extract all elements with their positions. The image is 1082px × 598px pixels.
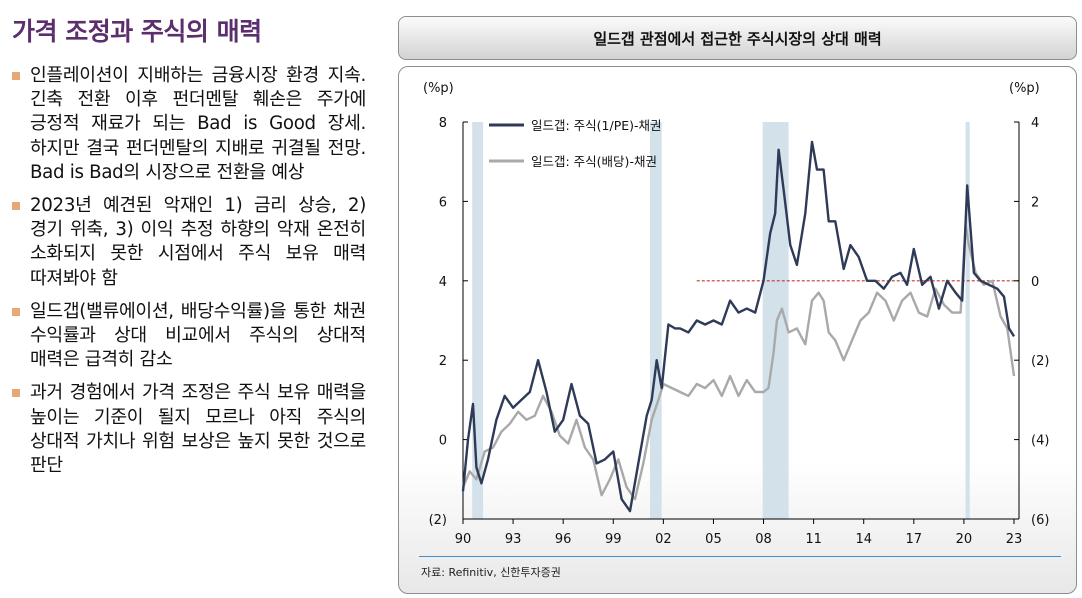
y-right-unit: (%p) [1009,81,1040,96]
square-bullet-icon [12,72,20,80]
x-tick-label: 02 [655,532,672,547]
left-text-panel: 가격 조정과 주식의 매력 인플레이션이 지배하는 금융시장 환경 지속. 긴축… [0,0,385,598]
x-tick-label: 05 [705,532,722,547]
square-bullet-icon [12,307,20,316]
bullet-item: 2023년 예견된 악재인 1) 금리 상승, 2) 경기 위축, 3) 이익 … [10,194,366,291]
x-tick-label: 96 [555,532,572,547]
square-bullet-icon [12,389,20,398]
legend-label: 일드갭: 주식(배당)-채권 [531,154,657,169]
y-right-tick-label: (6) [1031,513,1049,528]
recession-band [472,122,484,519]
page-title: 가격 조정과 주식의 매력 [12,17,262,46]
x-tick-label: 17 [906,532,923,547]
x-tick-label: 08 [755,532,772,547]
chart-title: 일드갭 관점에서 접근한 주식시장의 상대 매력 [398,16,1077,60]
y-right-tick-label: (4) [1031,434,1049,449]
y-left-tick-label: 2 [439,354,447,369]
x-tick-label: 11 [805,532,822,547]
bullet-item: 일드갭(밸류에이션, 배당수익률)을 통한 채권 수익률과 상대 비교에서 주식… [10,300,366,373]
bullet-text: 과거 경험에서 가격 조정은 주식 보유 매력을 높이는 기준이 될지 모르나 … [30,382,366,477]
recession-band [650,122,662,519]
series-line-pe [461,140,1016,513]
bullet-text: 일드갭(밸류에이션, 배당수익률)을 통한 채권 수익률과 상대 비교에서 주식… [30,300,366,371]
y-left-tick-label: 4 [439,275,447,290]
x-tick-label: 20 [956,532,973,547]
y-right-tick-label: 2 [1031,195,1039,210]
y-right-tick-label: 0 [1031,275,1039,290]
bullet-text: 2023년 예견된 악재인 1) 금리 상승, 2) 경기 위축, 3) 이익 … [30,195,366,289]
source-note: 자료: Refinitiv, 신한투자증권 [421,566,561,579]
y-left-tick-label: (2) [429,513,447,528]
bullet-list: 인플레이션이 지배하는 금융시장 환경 지속. 긴축 전환 이후 펀더멘탈 훼손… [10,64,366,487]
x-tick-label: 90 [455,532,472,547]
source-divider [419,556,1061,557]
series-line-dividend [461,223,1016,501]
y-left-tick-label: 0 [439,434,447,449]
recession-band [965,122,970,519]
bullet-item: 과거 경험에서 가격 조정은 주식 보유 매력을 높이는 기준이 될지 모르나 … [10,381,366,478]
y-right-tick-label: (2) [1031,354,1049,369]
square-bullet-icon [12,202,20,211]
y-left-unit: (%p) [423,81,454,96]
y-left-tick-label: 8 [439,116,447,131]
bullet-item: 인플레이션이 지배하는 금융시장 환경 지속. 긴축 전환 이후 펀더멘탈 훼손… [10,64,366,185]
x-tick-label: 99 [605,532,622,547]
legend-label: 일드갭: 주식(1/PE)-채권 [531,118,662,133]
y-right-tick-label: 4 [1031,116,1039,131]
x-tick-label: 14 [855,532,872,547]
y-left-tick-label: 6 [439,195,447,210]
x-tick-label: 93 [505,532,522,547]
chart-panel: (2) 0 2 4 6 8 (6) (4) (2) 0 2 4 90 93 96 99 02 05 08 11 14 17… [398,66,1077,594]
bullet-text: 인플레이션이 지배하는 금융시장 환경 지속. 긴축 전환 이후 펀더멘탈 훼손… [30,65,366,183]
x-tick-label: 23 [1006,532,1023,547]
